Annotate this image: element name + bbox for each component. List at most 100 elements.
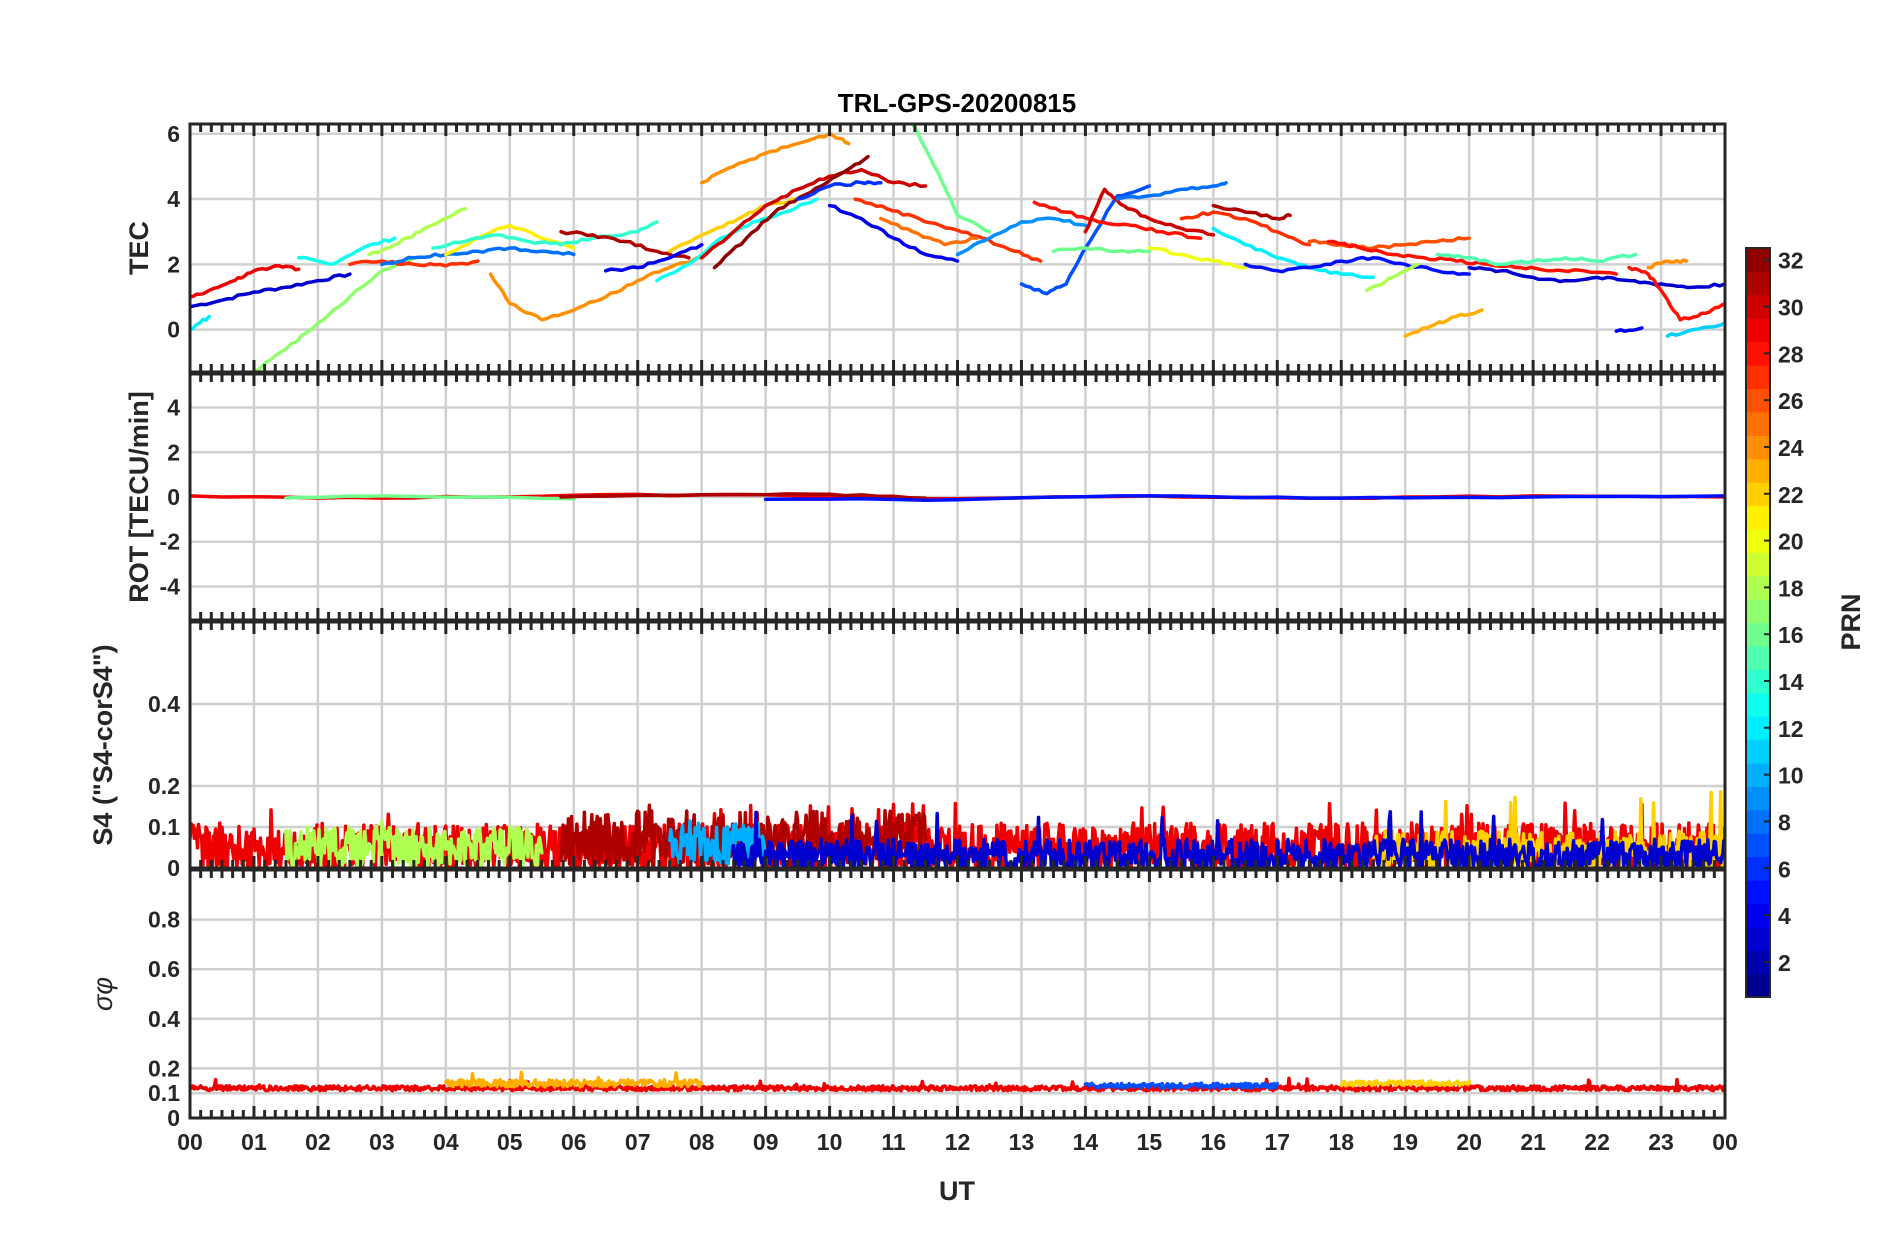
tec-y-tick-label: 2 [167,251,180,277]
colorbar-label: PRN [1836,593,1866,650]
panel-sigma-phi: 00.10.2 0.4 0.6 0.8 σφ [88,868,1727,1131]
tec-series-prn-8 [1115,180,1228,201]
x-tick-label: 12 [945,1129,971,1155]
tec-series-prn-24 [699,132,851,185]
panel-s4: 0 0.1 0.2 0.4 S4 ("S4-corS4") [88,620,1727,881]
tec-series-prn-5 [1243,255,1471,277]
rot-y-tick-label: 0 [167,484,180,510]
sigma_phi-y-tick-label: 0.4 [148,1006,180,1032]
x-tick-label: 06 [561,1129,587,1155]
tec-series-prn-24 [488,256,704,322]
s4-y-tick-label: 0 [167,855,180,881]
colorbar-tick-label: 24 [1778,435,1804,461]
tec-series-prn-26 [1307,236,1471,251]
rot-series-prn-31 [559,492,928,500]
plot-title: TRL-GPS-20200815 [838,88,1076,118]
x-tick-label: 11 [881,1129,906,1155]
tec-series-prn-27 [853,197,1043,263]
tec-series-prn-15 [1435,252,1638,267]
colorbar-tick-label: 18 [1778,575,1804,601]
colorbar-tick-label: 10 [1778,763,1804,789]
x-tick-label: 09 [753,1129,779,1155]
x-tick-label: 00 [1712,1129,1738,1155]
sigma_phi-y-tick-label: 0.2 [148,1055,180,1081]
colorbar-band [1746,645,1770,670]
tec-series-prn-3 [1467,265,1725,290]
sigma_phi-y-tick-label: 0.1 [148,1080,180,1106]
colorbar-tick-label: 26 [1778,388,1804,414]
tec-series-prn-4 [827,203,960,263]
colorbar-band [1746,458,1770,483]
x-tick-label: 01 [241,1129,267,1155]
tec-series-prn-4 [1614,326,1644,333]
sigma_phi-y-tick-label: 0 [167,1105,180,1131]
colorbar-band [1746,739,1770,764]
rot-series-prn-5 [763,494,1725,502]
x-tick-label: 07 [625,1129,651,1155]
colorbar-band [1746,552,1770,577]
rot-y-tick-label: -2 [160,529,180,555]
tec-series-prn-20 [1147,246,1248,270]
colorbar-tick-label: 12 [1778,716,1804,742]
tec-series-prn-25 [879,216,979,247]
colorbar-tick-label: 4 [1778,903,1791,929]
tec-series-prn-7 [1019,184,1152,296]
colorbar-tick-label: 6 [1778,856,1791,882]
tec-series-prn-17 [252,256,416,372]
x-tick-label: 03 [369,1129,395,1155]
rot-y-tick-label: -4 [160,573,181,599]
x-tick-label: 23 [1648,1129,1674,1155]
s4-ylabel: S4 ("S4-corS4") [88,644,118,845]
tec-series-prn-16 [910,124,992,234]
tec-series-prn-4 [603,242,704,273]
tec-y-tick-label: 4 [167,186,180,212]
x-tick-label: 19 [1392,1129,1418,1155]
sigma_phi-y-tick-label: 0.6 [148,956,180,982]
s4-y-tick-label: 0.1 [148,814,180,840]
x-tick-label: 08 [689,1129,715,1155]
tec-series-prn-27 [1179,210,1312,247]
x-axis-label: UT [939,1176,975,1206]
tec-series-prn-30 [1083,187,1216,237]
x-tick-label: 18 [1328,1129,1354,1155]
x-tick-label: 17 [1264,1129,1290,1155]
colorbar-band [1746,926,1770,951]
s4-series-prn-18 [284,819,544,868]
tec-y-tick-label: 0 [167,317,180,343]
sigma_phi-series-prn-7 [1083,1081,1280,1091]
tec-series-prn-13 [296,236,397,267]
tec-series-prn-32 [712,154,870,270]
tec-series-prn-18 [367,207,467,257]
tec-series-prn-28 [1032,200,1203,240]
x-tick-label: 15 [1137,1129,1163,1155]
colorbar-tick-label: 14 [1778,669,1804,695]
tec-series-prn-29 [190,263,301,299]
colorbar-band [1746,599,1770,624]
colorbar-band [1746,411,1770,436]
tec-series-prn-8 [380,246,576,267]
sigma_phi-series-prn-23 [444,1070,704,1089]
rot-y-tick-label: 4 [167,395,180,421]
colorbar-frame [1745,247,1771,998]
tec-series-prn-24 [1646,258,1689,270]
x-tick-label: 04 [433,1129,459,1155]
tec-y-tick-label: 6 [167,121,180,147]
x-tick-label: 21 [1520,1129,1546,1155]
panel-tec: 0 2 4 6 TEC [124,121,1727,374]
colorbar-band [1746,318,1770,343]
tec-series-prn-28 [1627,265,1725,322]
colorbar-band [1746,973,1770,998]
tec-series-prn-3 [190,272,352,309]
colorbar-band [1746,879,1770,904]
sigma_phi-y-tick-label: 0.8 [148,907,180,933]
colorbar-tick-label: 16 [1778,622,1804,648]
tec-series-prn-6 [795,180,883,201]
x-tick-label: 13 [1009,1129,1035,1155]
s4-y-tick-label: 0.4 [148,691,180,717]
rot-series-prn-16 [284,494,576,501]
rot-ylabel: ROT [TECU/min] [124,391,154,602]
tec-series-prn-31 [1211,203,1292,221]
tec-series-prn-12 [190,314,211,332]
tec-series-prn-12 [1211,226,1375,280]
